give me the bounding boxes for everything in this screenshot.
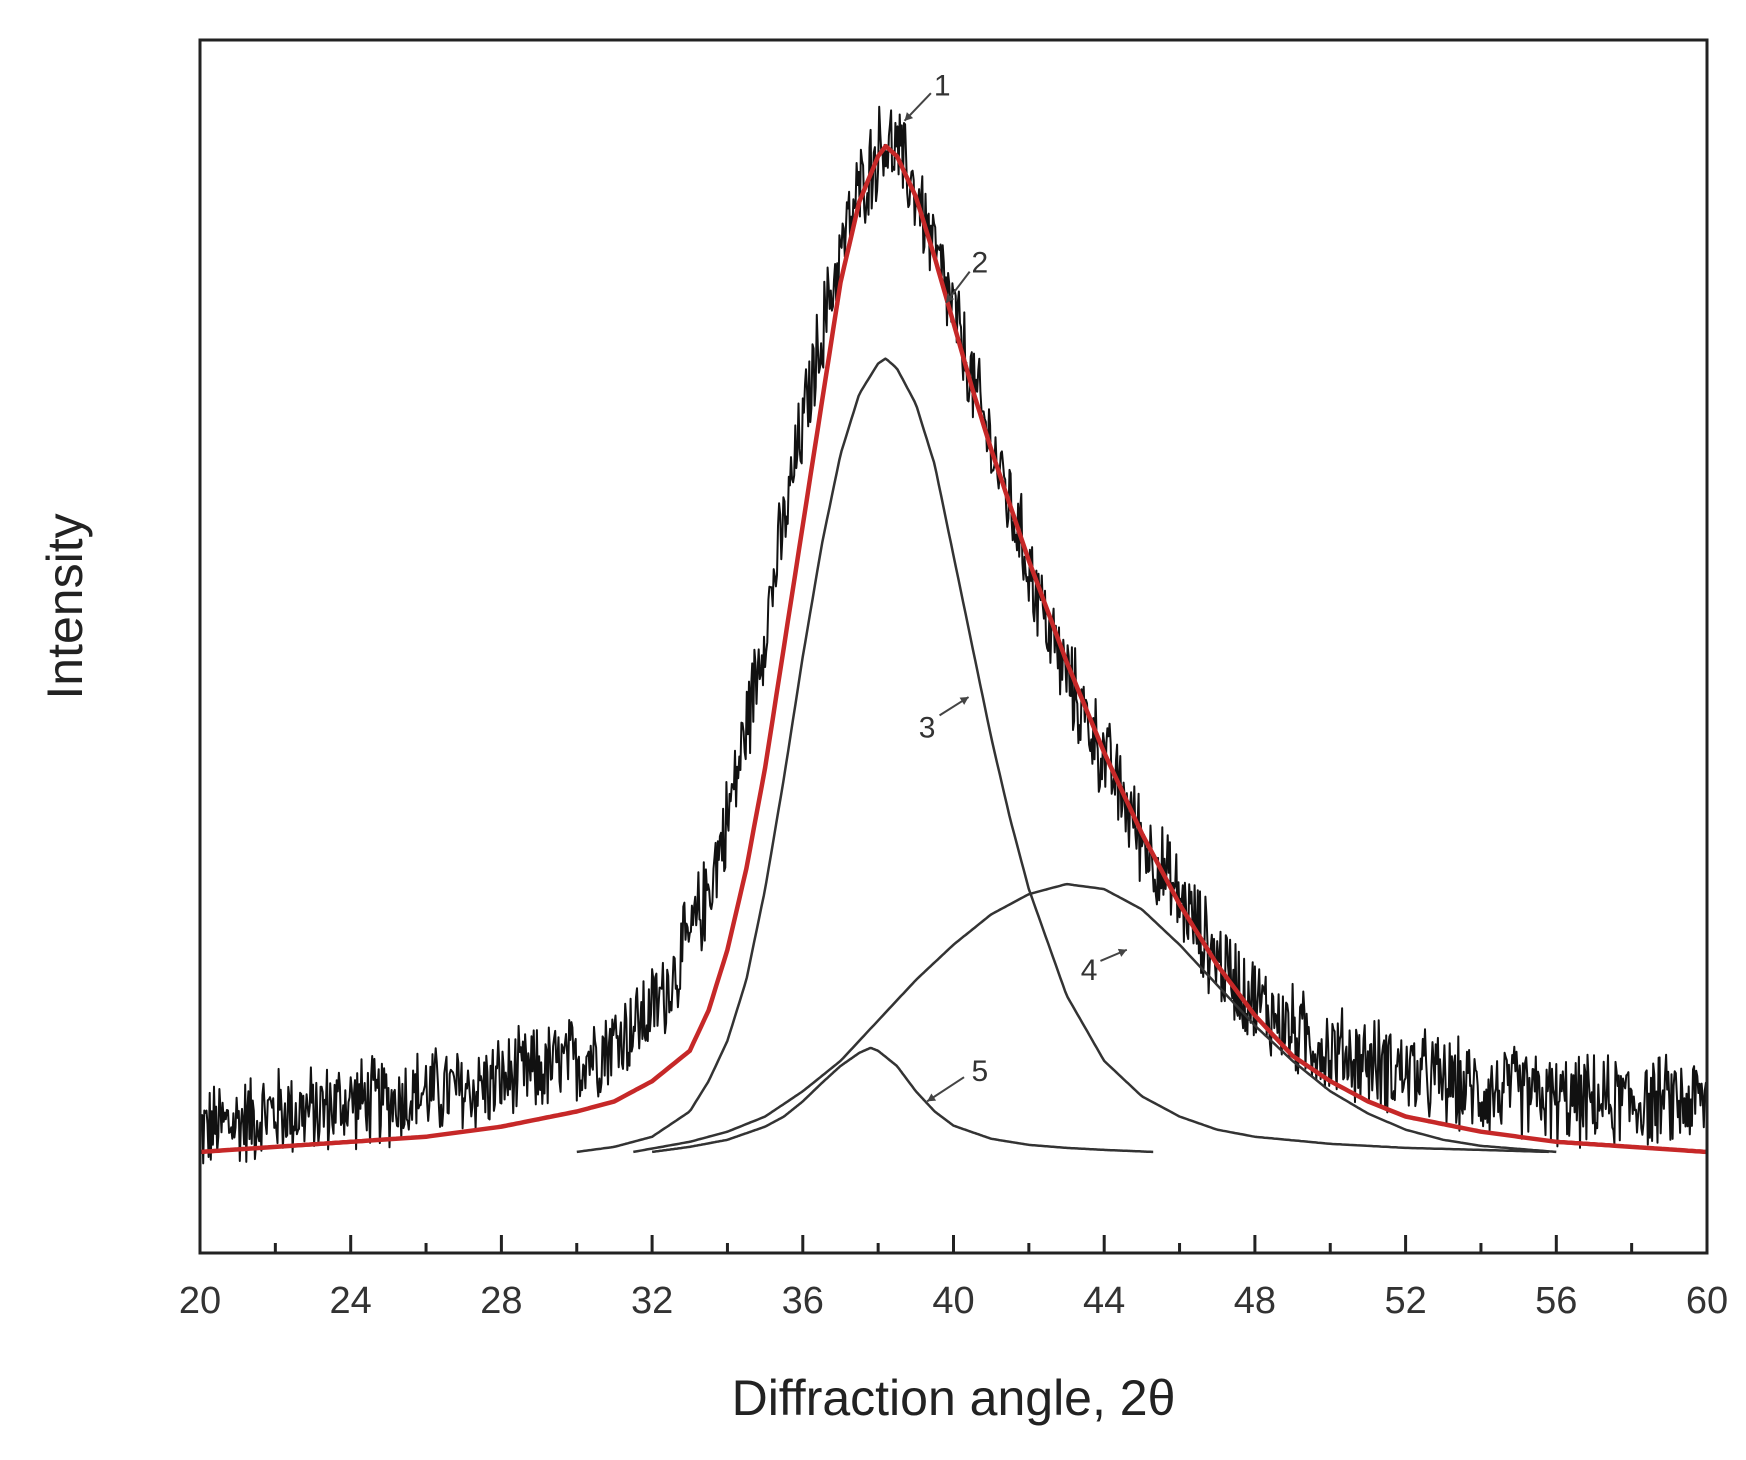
series-2-line bbox=[199, 143, 1708, 1155]
curve-label-1: 1 bbox=[934, 70, 951, 103]
annotation-arrowhead bbox=[904, 112, 914, 121]
series-3-line bbox=[576, 357, 1549, 1154]
curve-label-3: 3 bbox=[919, 711, 936, 744]
x-tick-label: 60 bbox=[1686, 1280, 1728, 1322]
x-tick-label: 52 bbox=[1384, 1280, 1426, 1322]
x-tick-label: 36 bbox=[782, 1280, 824, 1322]
series-5-line bbox=[651, 1046, 1154, 1154]
curve-annotations: 1 2 3 4 5 bbox=[903, 70, 1128, 1103]
x-tick-label: 20 bbox=[179, 1280, 221, 1322]
x-tick-label: 24 bbox=[330, 1280, 372, 1322]
x-tick-label: 44 bbox=[1083, 1280, 1125, 1322]
x-tick-label: 48 bbox=[1234, 1280, 1276, 1322]
x-axis-title: Diffraction angle, 2θ bbox=[732, 1370, 1176, 1426]
x-axis-tick-labels: 20 24 28 32 36 40 44 48 52 56 60 bbox=[179, 1280, 1728, 1322]
annotation-arrowhead bbox=[927, 1093, 937, 1102]
y-axis-title: Intensity bbox=[37, 513, 93, 699]
x-tick-label: 28 bbox=[480, 1280, 522, 1322]
annotation-arrowhead bbox=[1117, 948, 1127, 957]
annotation-arrowhead bbox=[945, 293, 955, 303]
annotation-arrowhead bbox=[959, 697, 969, 705]
curve-label-4: 4 bbox=[1081, 954, 1098, 987]
x-tick-label: 40 bbox=[932, 1280, 974, 1322]
x-tick-label: 32 bbox=[631, 1280, 673, 1322]
curve-label-2: 2 bbox=[972, 246, 989, 279]
plot-frame bbox=[198, 38, 1709, 1255]
x-axis-ticks bbox=[198, 1235, 1709, 1253]
curve-label-5: 5 bbox=[972, 1055, 989, 1088]
x-tick-label: 56 bbox=[1535, 1280, 1577, 1322]
series-4-line bbox=[633, 882, 1557, 1154]
